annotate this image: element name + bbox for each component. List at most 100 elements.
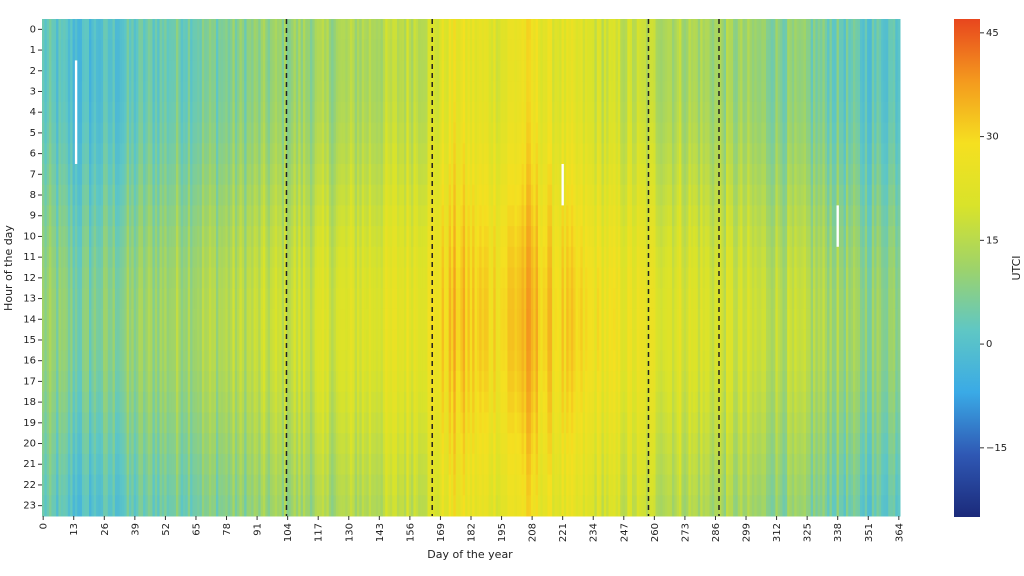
heat-cell xyxy=(500,163,504,186)
heat-cell xyxy=(84,267,88,289)
heat-cell xyxy=(366,267,370,289)
heat-cell xyxy=(514,391,518,413)
heat-cell xyxy=(401,350,405,372)
heat-cell xyxy=(265,226,269,248)
heat-cell xyxy=(465,39,468,61)
heat-cell xyxy=(128,288,132,310)
heat-cell xyxy=(512,19,515,41)
heat-cell xyxy=(291,19,295,41)
heat-cell xyxy=(166,453,170,476)
heat-cell xyxy=(152,143,156,165)
heat-cell xyxy=(293,288,297,310)
heat-cell xyxy=(173,308,177,331)
heat-cell xyxy=(312,184,316,206)
heat-cell xyxy=(302,474,306,496)
heat-cell xyxy=(364,495,367,517)
heat-cell xyxy=(126,433,130,455)
heat-cell xyxy=(408,143,412,165)
heat-cell xyxy=(121,371,125,393)
heat-cell xyxy=(42,39,45,61)
heat-cell xyxy=(131,412,135,434)
heat-cell xyxy=(324,122,327,144)
heat-cell xyxy=(60,122,64,144)
heat-cell xyxy=(284,39,287,61)
heat-cell xyxy=(232,19,236,41)
heat-cell xyxy=(349,453,353,476)
heat-cell xyxy=(185,205,189,227)
heat-cell xyxy=(331,163,334,186)
heat-cell xyxy=(302,101,306,124)
heat-cell xyxy=(272,143,276,165)
heat-cell xyxy=(458,163,461,186)
heat-cell xyxy=(439,495,443,517)
heat-cell xyxy=(439,19,443,41)
heat-cell xyxy=(443,39,447,61)
heat-cell xyxy=(382,453,386,476)
heat-cell xyxy=(335,412,339,434)
heat-cell xyxy=(493,205,497,227)
heat-cell xyxy=(126,81,130,103)
heat-cell xyxy=(446,329,450,351)
heat-cell xyxy=(251,19,255,41)
heat-cell xyxy=(364,163,367,186)
heat-cell xyxy=(446,184,450,206)
heat-cell xyxy=(396,267,400,289)
heat-cell xyxy=(418,81,421,103)
heat-cell xyxy=(488,391,492,413)
heat-cell xyxy=(443,184,447,206)
heat-cell xyxy=(194,163,198,186)
heat-cell xyxy=(53,267,57,289)
heat-cell xyxy=(345,474,349,496)
heat-cell xyxy=(126,143,130,165)
heat-cell xyxy=(112,267,116,289)
heat-cell xyxy=(159,495,163,517)
heat-cell xyxy=(349,371,353,393)
heat-cell xyxy=(58,453,62,476)
heat-cell xyxy=(119,39,123,61)
heat-cell xyxy=(474,267,478,289)
heat-cell xyxy=(244,122,248,144)
heat-cell xyxy=(136,246,139,268)
heat-cell xyxy=(220,122,224,144)
heat-cell xyxy=(420,495,424,517)
heat-cell xyxy=(173,329,177,351)
heat-cell xyxy=(60,329,64,351)
heat-cell xyxy=(218,495,222,517)
heat-cell xyxy=(354,122,358,144)
heat-cell xyxy=(171,371,175,393)
heat-cell xyxy=(204,350,208,372)
heat-cell xyxy=(154,453,158,476)
heat-cell xyxy=(180,101,184,124)
heat-cell xyxy=(159,205,163,227)
heat-cell xyxy=(96,81,99,103)
heat-cell xyxy=(140,81,144,103)
heat-cell xyxy=(93,391,97,413)
heat-cell xyxy=(354,184,358,206)
heat-cell xyxy=(53,474,57,496)
heat-cell xyxy=(526,308,530,331)
heat-cell xyxy=(387,288,391,310)
heat-cell xyxy=(392,391,396,413)
heat-cell xyxy=(521,19,525,41)
heat-cell xyxy=(281,163,285,186)
heat-cell xyxy=(175,308,179,331)
heat-cell xyxy=(371,184,374,206)
heat-cell xyxy=(284,350,287,372)
heat-cell xyxy=(140,163,144,186)
heat-cell xyxy=(523,288,527,310)
heat-cell xyxy=(340,205,344,227)
heat-cell xyxy=(394,205,398,227)
heat-cell xyxy=(505,122,508,144)
heat-cell xyxy=(486,163,490,186)
heat-cell xyxy=(239,350,243,372)
heat-cell xyxy=(168,81,172,103)
heat-cell xyxy=(89,205,92,227)
heat-cell xyxy=(133,350,137,372)
heat-cell xyxy=(413,81,417,103)
heat-cell xyxy=(446,495,450,517)
heat-cell xyxy=(326,60,330,82)
heat-cell xyxy=(401,267,405,289)
heat-cell xyxy=(516,329,520,351)
heat-cell xyxy=(498,433,501,455)
heat-cell xyxy=(338,412,342,434)
